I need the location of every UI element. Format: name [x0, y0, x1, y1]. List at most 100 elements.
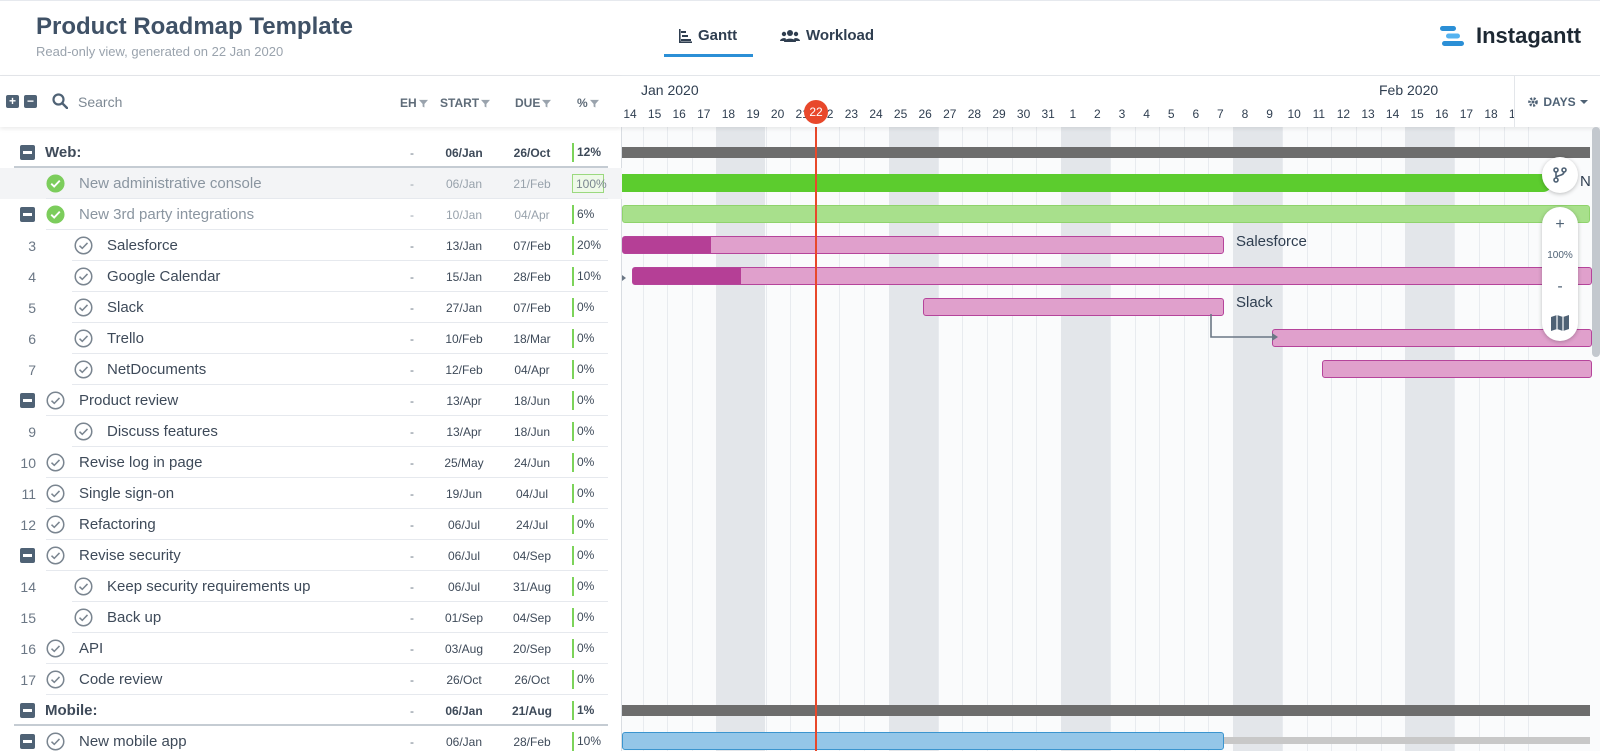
task-bar-integrations[interactable]: [622, 205, 1590, 223]
dependencies-tool[interactable]: [1542, 157, 1578, 193]
bar-label-slack: Slack: [1236, 294, 1273, 311]
collapse-button[interactable]: [20, 393, 35, 408]
complete-check-icon[interactable]: [74, 577, 93, 596]
tab-workload[interactable]: Workload: [780, 27, 874, 44]
day-gridline: [642, 127, 644, 751]
complete-check-icon[interactable]: [46, 639, 65, 658]
complete-check-icon[interactable]: [74, 360, 93, 379]
task-bar-mobile-app-remaining[interactable]: [1224, 737, 1590, 744]
complete-check-icon[interactable]: [46, 205, 65, 224]
complete-check-icon[interactable]: [46, 670, 65, 689]
summary-bar-web[interactable]: [622, 147, 1590, 158]
task-name[interactable]: Keep security requirements up: [107, 578, 311, 595]
table-row[interactable]: New 3rd party integrations - 10/Jan 04/Apr 6…: [0, 199, 622, 230]
collapse-all-button[interactable]: −: [24, 95, 37, 108]
collapse-button[interactable]: [20, 734, 35, 749]
task-name[interactable]: Web:: [45, 144, 82, 161]
complete-check-icon[interactable]: [46, 546, 65, 565]
complete-check-icon[interactable]: [46, 484, 65, 503]
table-row[interactable]: 9 Discuss features - 13/Apr 18/Jun 0%: [0, 416, 622, 447]
zoom-out-button[interactable]: -: [1557, 278, 1563, 295]
table-row[interactable]: 7 NetDocuments - 12/Feb 04/Apr 0%: [0, 354, 622, 385]
table-row[interactable]: 10 Revise log in page - 25/May 24/Jun 0%: [0, 447, 622, 478]
search-input[interactable]: [78, 91, 278, 113]
table-row[interactable]: 11 Single sign-on - 19/Jun 04/Jul 0%: [0, 478, 622, 509]
task-name[interactable]: Single sign-on: [79, 485, 175, 502]
task-name[interactable]: API: [79, 640, 104, 657]
day-label: 27: [943, 107, 957, 121]
table-row[interactable]: Mobile: - 06/Jan 21/Aug 1%: [0, 695, 622, 726]
complete-check-icon[interactable]: [74, 329, 93, 348]
table-row[interactable]: Revise security - 06/Jul 04/Sep 0%: [0, 540, 622, 571]
table-row[interactable]: 6 Trello - 10/Feb 18/Mar 0%: [0, 323, 622, 354]
table-row[interactable]: Product review - 13/Apr 18/Jun 0%: [0, 385, 622, 416]
day-gridline: [1356, 127, 1357, 751]
task-name[interactable]: Revise security: [79, 547, 181, 564]
collapse-button[interactable]: [20, 703, 35, 718]
zoom-in-button[interactable]: +: [1555, 216, 1565, 233]
column-header-due[interactable]: DUE: [515, 96, 552, 110]
day-gridline: [1380, 127, 1382, 751]
expand-all-button[interactable]: +: [6, 95, 19, 108]
task-name[interactable]: Product review: [79, 392, 179, 409]
row-divider: [46, 415, 608, 416]
tab-gantt[interactable]: Gantt: [678, 27, 737, 44]
task-name[interactable]: Trello: [107, 330, 144, 347]
task-bar-console[interactable]: [622, 174, 1552, 192]
table-row[interactable]: 5 Slack - 27/Jan 07/Feb 0%: [0, 292, 622, 323]
complete-check-icon[interactable]: [46, 174, 65, 193]
column-header-percent[interactable]: %: [577, 96, 599, 110]
task-name[interactable]: Discuss features: [107, 423, 218, 440]
day-gridline: [1528, 127, 1530, 751]
table-row[interactable]: 16 API - 03/Aug 20/Sep 0%: [0, 633, 622, 664]
collapse-button[interactable]: [20, 207, 35, 222]
task-name[interactable]: NetDocuments: [107, 361, 207, 378]
task-name[interactable]: Refactoring: [79, 516, 156, 533]
table-row[interactable]: 14 Keep security requirements up - 06/Jul 31…: [0, 571, 622, 602]
task-name[interactable]: Code review: [79, 671, 163, 688]
column-header-eh[interactable]: EH: [400, 96, 428, 110]
task-bar-netdocuments[interactable]: [1322, 360, 1592, 378]
table-row[interactable]: 3 Salesforce - 13/Jan 07/Feb 20%: [0, 230, 622, 261]
table-row[interactable]: 12 Refactoring - 06/Jul 24/Jul 0%: [0, 509, 622, 540]
task-name[interactable]: Back up: [107, 609, 162, 626]
table-row[interactable]: 17 Code review - 26/Oct 26/Oct 0%: [0, 664, 622, 695]
vertical-scrollbar[interactable]: [1592, 127, 1600, 357]
dependency-arrow: [622, 275, 1278, 341]
map-button[interactable]: [1542, 305, 1578, 341]
task-bar-mobile-app[interactable]: [622, 732, 1224, 750]
column-header-start[interactable]: START: [440, 96, 491, 110]
complete-check-icon[interactable]: [46, 391, 65, 410]
table-row[interactable]: 4 Google Calendar - 15/Jan 28/Feb 10%: [0, 261, 622, 292]
summary-bar-mobile[interactable]: [622, 705, 1590, 716]
task-bar-salesforce[interactable]: [622, 236, 1224, 254]
complete-check-icon[interactable]: [74, 608, 93, 627]
complete-check-icon[interactable]: [74, 267, 93, 286]
due-date: 20/Sep: [512, 642, 552, 656]
task-name[interactable]: Revise log in page: [79, 454, 203, 471]
task-name[interactable]: Salesforce: [107, 237, 178, 254]
task-name[interactable]: Google Calendar: [107, 268, 221, 285]
complete-check-icon[interactable]: [74, 422, 93, 441]
collapse-button[interactable]: [20, 548, 35, 563]
row-number: 7: [28, 362, 36, 378]
task-bar-google-calendar[interactable]: [632, 267, 1592, 285]
task-bar-slack[interactable]: [923, 298, 1224, 316]
table-row[interactable]: 15 Back up - 01/Sep 04/Sep 0%: [0, 602, 622, 633]
task-name[interactable]: New mobile app: [79, 733, 187, 750]
task-name[interactable]: New 3rd party integrations: [79, 206, 255, 223]
table-row[interactable]: New administrative console - 06/Jan 21/Feb 1…: [0, 168, 622, 199]
complete-check-icon[interactable]: [74, 236, 93, 255]
task-name[interactable]: Slack: [107, 299, 144, 316]
complete-check-icon[interactable]: [74, 298, 93, 317]
table-row[interactable]: New mobile app - 06/Jan 28/Feb 10%: [0, 726, 622, 751]
row-number: 10: [20, 455, 36, 471]
complete-check-icon[interactable]: [46, 453, 65, 472]
complete-check-icon[interactable]: [46, 732, 65, 751]
table-row[interactable]: Web: - 06/Jan 26/Oct 12%: [0, 137, 622, 168]
complete-check-icon[interactable]: [46, 515, 65, 534]
task-name[interactable]: Mobile:: [45, 702, 98, 719]
collapse-button[interactable]: [20, 145, 35, 160]
task-name[interactable]: New administrative console: [79, 175, 262, 192]
scale-selector[interactable]: DAYS: [1514, 76, 1600, 127]
